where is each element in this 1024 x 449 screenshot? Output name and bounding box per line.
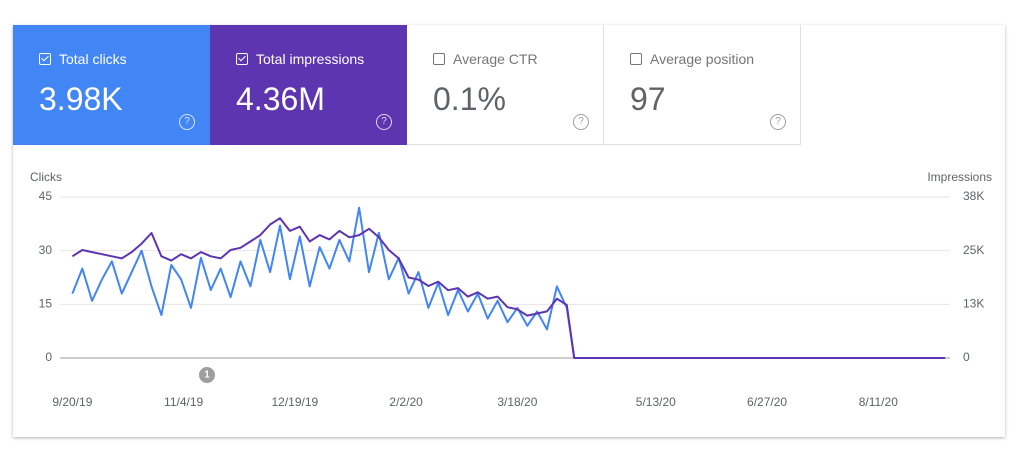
y-tick-label: 45 — [39, 189, 53, 203]
checkbox[interactable] — [236, 53, 248, 65]
metric-label: Total impressions — [256, 51, 365, 67]
y-axis-title: Clicks — [30, 170, 62, 184]
series-line — [71, 206, 946, 359]
y2-axis-title: Impressions — [927, 170, 992, 184]
y-tick-label: 30 — [39, 243, 53, 257]
help-icon[interactable]: ? — [179, 114, 195, 130]
checkbox[interactable] — [39, 53, 51, 65]
x-tick-label: 9/20/19 — [52, 395, 92, 409]
y-tick-label: 0 — [45, 350, 52, 364]
performance-panel: Total clicks 3.98K? Total impressions 4.36M… — [13, 25, 1005, 437]
checkbox[interactable] — [630, 53, 642, 65]
metric-value: 3.98K — [39, 81, 123, 117]
y-tick-label: 15 — [39, 297, 53, 311]
checkbox[interactable] — [433, 53, 445, 65]
help-icon[interactable]: ? — [573, 114, 589, 130]
y2-tick-label: 13K — [963, 297, 984, 311]
y2-tick-label: 38K — [963, 189, 984, 203]
annotation-label: 1 — [204, 370, 210, 381]
help-icon[interactable]: ? — [376, 114, 392, 130]
metric-card[interactable]: Average position 97? — [604, 25, 801, 145]
metric-value: 97 — [630, 81, 666, 117]
metric-label: Total clicks — [59, 51, 127, 67]
x-tick-label: 2/2/20 — [389, 395, 423, 409]
y2-tick-label: 0 — [963, 350, 970, 364]
x-tick-label: 5/13/20 — [636, 395, 676, 409]
annotation-marker — [199, 367, 215, 383]
x-tick-label: 3/18/20 — [497, 395, 537, 409]
y2-tick-label: 25K — [963, 243, 984, 257]
metric-value: 4.36M — [236, 81, 325, 117]
metric-card[interactable]: Total clicks 3.98K? — [13, 25, 210, 145]
series-line — [71, 217, 946, 359]
x-tick-label: 12/19/19 — [272, 395, 319, 409]
metric-label: Average CTR — [453, 51, 538, 67]
x-tick-label: 8/11/20 — [859, 395, 898, 409]
metric-label: Average position — [650, 51, 755, 67]
x-tick-label: 6/27/20 — [747, 395, 787, 409]
metric-card[interactable]: Average CTR 0.1%? — [407, 25, 604, 145]
metric-card[interactable]: Total impressions 4.36M? — [210, 25, 407, 145]
metric-value: 0.1% — [433, 81, 506, 117]
help-icon[interactable]: ? — [770, 114, 786, 130]
x-tick-label: 11/4/19 — [164, 395, 203, 409]
